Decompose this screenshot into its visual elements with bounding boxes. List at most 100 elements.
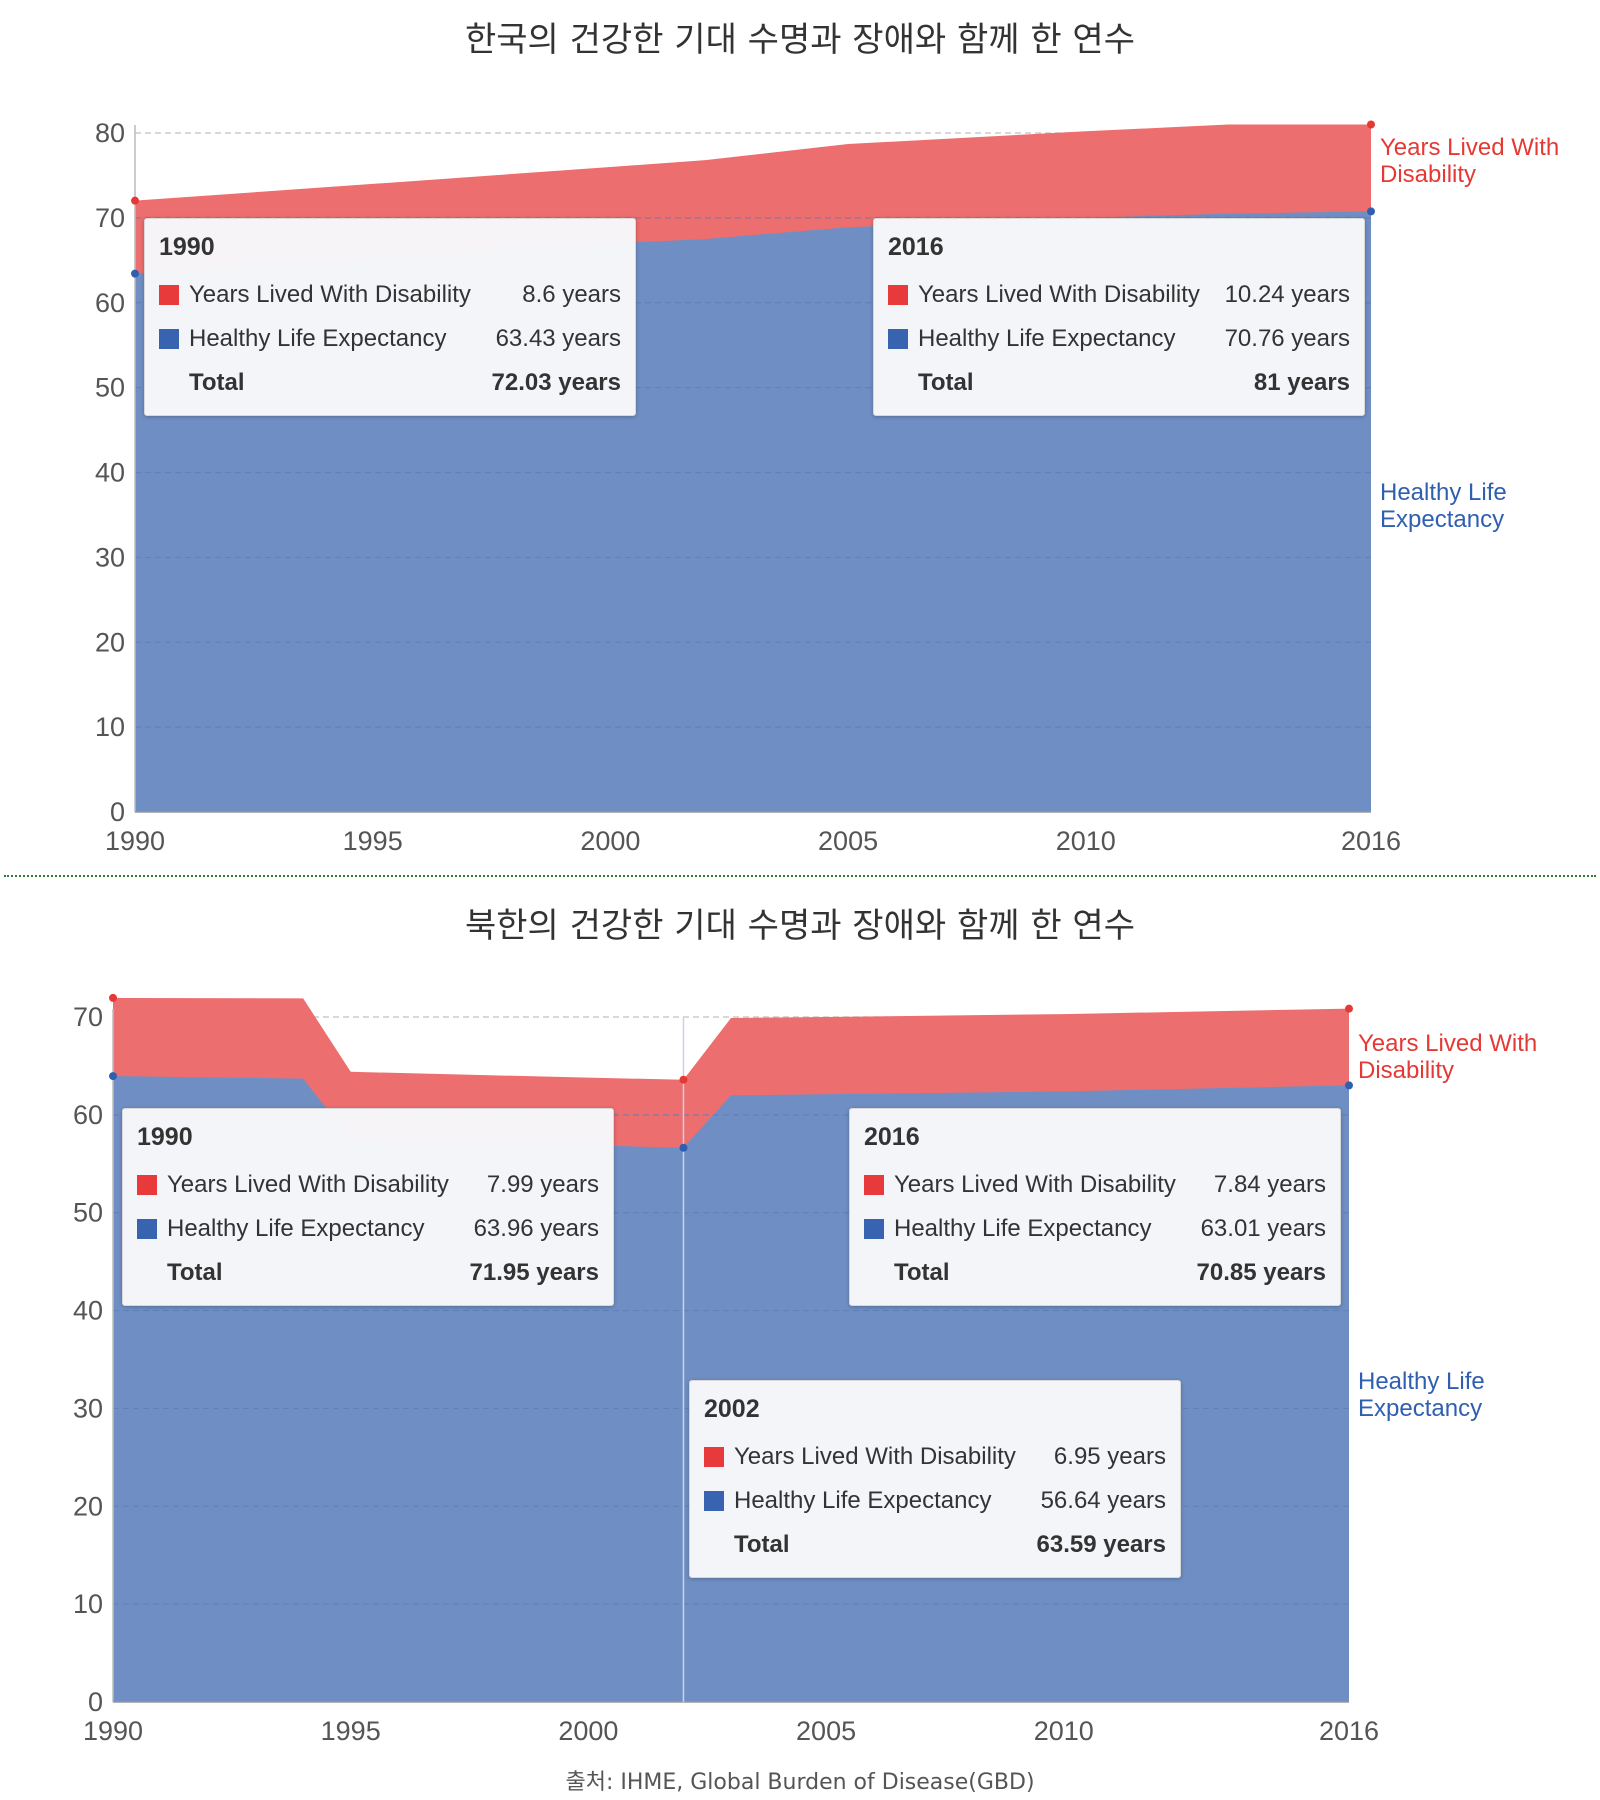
tooltip-yld-value: 8.6 years	[522, 281, 621, 308]
point-marker	[679, 1143, 688, 1152]
yld-swatch	[704, 1447, 724, 1467]
tooltip-2002-north: 2002 Years Lived With Disability 6.95 yea…	[689, 1380, 1181, 1578]
x-tick-label: 2000	[558, 1716, 618, 1746]
y-tick-label: 0	[110, 797, 125, 827]
tooltip-row-total: Total 70.85 years	[864, 1251, 1326, 1295]
hle-swatch	[704, 1491, 724, 1511]
tooltip-2016-north: 2016 Years Lived With Disability 7.84 yea…	[849, 1108, 1341, 1306]
hle-swatch	[864, 1219, 884, 1239]
tooltip-year: 1990	[137, 1123, 193, 1151]
y-tick-label: 50	[95, 373, 125, 403]
x-tick-label: 2016	[1341, 826, 1401, 856]
point-marker	[1345, 1081, 1353, 1090]
source-note: 출처: IHME, Global Burden of Disease(GBD)	[565, 1770, 1035, 1795]
tooltip-hle-value: 56.64 years	[1040, 1487, 1166, 1514]
y-tick-label: 10	[95, 712, 125, 742]
tooltip-yld-label: Years Lived With Disability	[734, 1443, 1016, 1470]
y-tick-label: 60	[73, 1100, 103, 1130]
tooltip-row-yld: Years Lived With Disability 10.24 years	[888, 273, 1350, 317]
tooltip-hle-value: 63.96 years	[473, 1215, 599, 1242]
tooltip-total-value: 63.59 years	[1036, 1531, 1166, 1558]
tooltip-1990-south: 1990 Years Lived With Disability 8.6 year…	[144, 218, 636, 416]
yld-swatch	[137, 1175, 157, 1195]
tooltip-row-yld: Years Lived With Disability 7.84 years	[864, 1163, 1326, 1207]
tooltip-total-label: Total	[894, 1259, 950, 1286]
tooltip-year: 2016	[864, 1123, 920, 1151]
series-label-yld: Years Lived With	[1358, 1030, 1537, 1057]
tooltip-yld-label: Years Lived With Disability	[189, 281, 471, 308]
point-marker	[679, 1075, 688, 1084]
series-label-yld: Disability	[1358, 1057, 1454, 1084]
x-tick-label: 2010	[1034, 1716, 1094, 1746]
point-marker	[109, 1072, 117, 1081]
tooltip-row-total: Total 63.59 years	[704, 1523, 1166, 1567]
tooltip-hle-label: Healthy Life Expectancy	[734, 1487, 992, 1514]
tooltip-yld-label: Years Lived With Disability	[918, 281, 1200, 308]
tooltip-hle-label: Healthy Life Expectancy	[189, 325, 447, 352]
y-tick-label: 70	[95, 203, 125, 233]
x-tick-label: 1990	[83, 1716, 143, 1746]
y-tick-label: 40	[95, 458, 125, 488]
x-tick-label: 2005	[818, 826, 878, 856]
yld-swatch	[888, 285, 908, 305]
yld-swatch	[159, 285, 179, 305]
tooltip-row-hle: Healthy Life Expectancy 63.01 years	[864, 1207, 1326, 1251]
x-tick-label: 1995	[343, 826, 403, 856]
series-label-hle: Expectancy	[1358, 1395, 1482, 1422]
tooltip-row-yld: Years Lived With Disability 8.6 years	[159, 273, 621, 317]
y-tick-label: 60	[95, 288, 125, 318]
series-label-hle: Healthy Life	[1358, 1368, 1485, 1395]
tooltip-total-value: 71.95 years	[469, 1259, 599, 1286]
tooltip-2016-south: 2016 Years Lived With Disability 10.24 ye…	[873, 218, 1365, 416]
point-marker	[1345, 1004, 1353, 1013]
tooltip-yld-label: Years Lived With Disability	[894, 1171, 1176, 1198]
chart-divider	[4, 875, 1596, 877]
tooltip-row-total: Total 81 years	[888, 361, 1350, 405]
x-tick-label: 2016	[1319, 1716, 1379, 1746]
tooltip-yld-label: Years Lived With Disability	[167, 1171, 449, 1198]
tooltip-total-label: Total	[189, 369, 245, 396]
point-marker	[1367, 120, 1375, 129]
tooltip-total-label: Total	[167, 1259, 223, 1286]
point-marker	[1367, 207, 1375, 216]
tooltip-row-yld: Years Lived With Disability 6.95 years	[704, 1435, 1166, 1479]
y-tick-label: 30	[73, 1393, 103, 1423]
y-tick-label: 20	[73, 1491, 103, 1521]
tooltip-row-total: Total 72.03 years	[159, 361, 621, 405]
x-tick-label: 1990	[105, 826, 165, 856]
series-label-hle: Expectancy	[1380, 506, 1504, 533]
tooltip-total-label: Total	[734, 1531, 790, 1558]
point-marker	[109, 993, 117, 1002]
y-tick-label: 0	[88, 1687, 103, 1717]
tooltip-year: 1990	[159, 233, 215, 261]
y-tick-label: 30	[95, 542, 125, 572]
tooltip-total-value: 72.03 years	[491, 369, 621, 396]
series-label-hle: Healthy Life	[1380, 479, 1507, 506]
tooltip-hle-label: Healthy Life Expectancy	[894, 1215, 1152, 1242]
tooltip-row-total: Total 71.95 years	[137, 1251, 599, 1295]
tooltip-row-hle: Healthy Life Expectancy 63.96 years	[137, 1207, 599, 1251]
tooltip-1990-north: 1990 Years Lived With Disability 7.99 yea…	[122, 1108, 614, 1306]
tooltip-hle-value: 63.43 years	[495, 325, 621, 352]
tooltip-row-yld: Years Lived With Disability 7.99 years	[137, 1163, 599, 1207]
hle-swatch	[137, 1219, 157, 1239]
y-tick-label: 70	[73, 1002, 103, 1032]
y-tick-label: 20	[95, 627, 125, 657]
tooltip-yld-value: 7.99 years	[486, 1171, 599, 1198]
tooltip-yld-value: 10.24 years	[1224, 281, 1350, 308]
tooltip-year: 2002	[704, 1395, 760, 1423]
tooltip-hle-label: Healthy Life Expectancy	[918, 325, 1176, 352]
series-label-yld: Years Lived With	[1380, 134, 1559, 161]
tooltip-hle-value: 63.01 years	[1200, 1215, 1326, 1242]
point-marker	[131, 269, 139, 278]
x-tick-label: 2010	[1056, 826, 1116, 856]
tooltip-yld-value: 6.95 years	[1053, 1443, 1166, 1470]
x-tick-label: 2000	[580, 826, 640, 856]
y-tick-label: 40	[73, 1296, 103, 1326]
tooltip-total-value: 70.85 years	[1196, 1259, 1326, 1286]
tooltip-total-label: Total	[918, 369, 974, 396]
tooltip-year: 2016	[888, 233, 944, 261]
tooltip-yld-value: 7.84 years	[1213, 1171, 1326, 1198]
tooltip-row-hle: Healthy Life Expectancy 63.43 years	[159, 317, 621, 361]
y-tick-label: 80	[95, 118, 125, 148]
